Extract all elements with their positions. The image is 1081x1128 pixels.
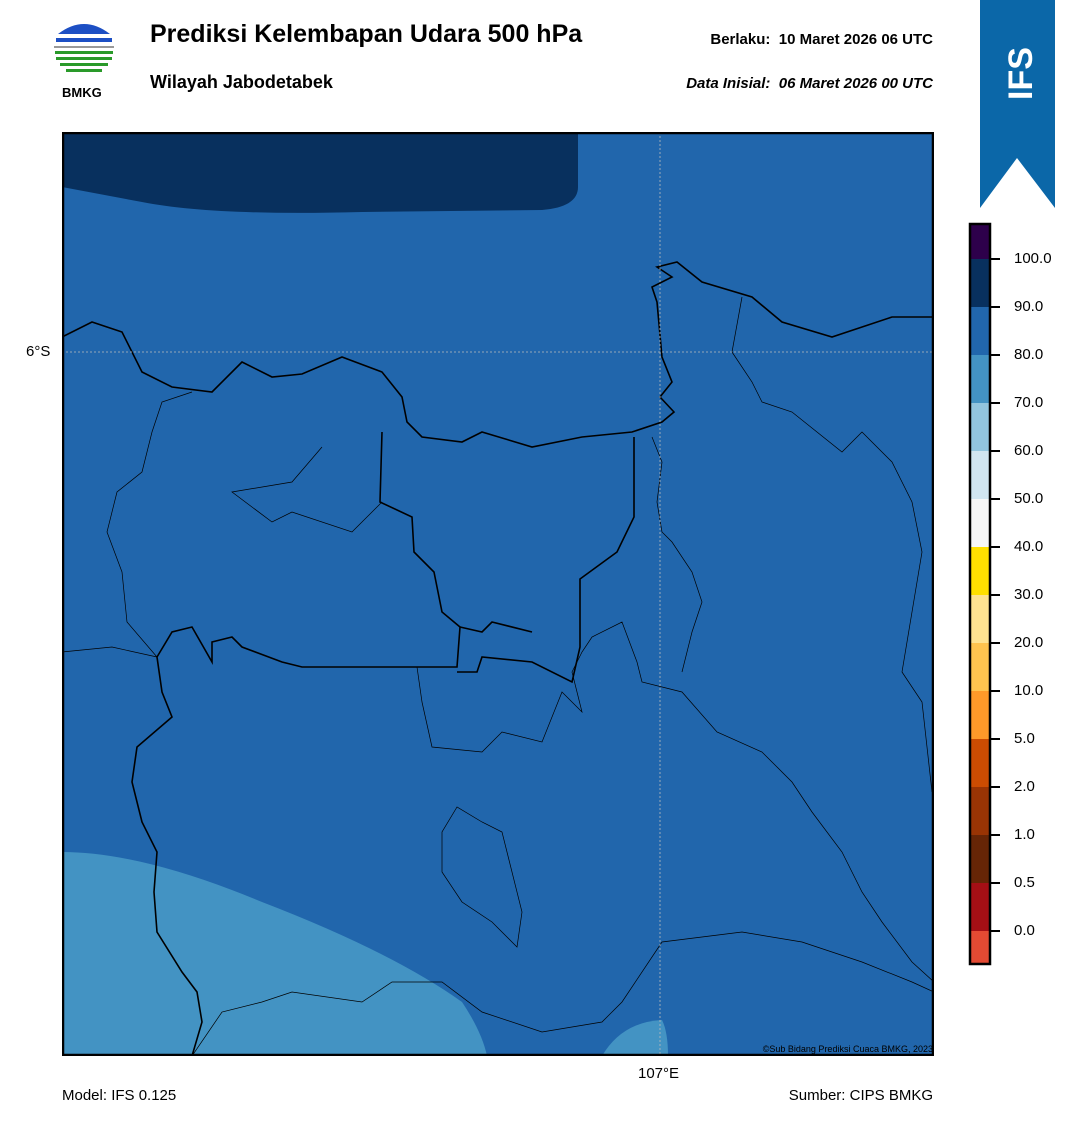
- admin-boundaries: [62, 296, 934, 1056]
- colorbar-bin: [970, 739, 990, 787]
- colorbar: [968, 222, 1000, 966]
- page-title: Prediksi Kelembapan Udara 500 hPa: [150, 20, 583, 48]
- init-time: Data Inisial: 06 Maret 2026 00 UTC: [686, 75, 933, 92]
- colorbar-bin: [970, 451, 990, 499]
- colorbar-bin: [970, 259, 990, 307]
- colorbar-tick-label: 40.0: [1014, 538, 1044, 555]
- map-plot: [62, 132, 934, 1056]
- init-value: 06 Maret 2026 00 UTC: [778, 75, 933, 92]
- colorbar-bin: [970, 355, 990, 403]
- copyright: ©Sub Bidang Prediksi Cuaca BMKG, 2023: [762, 1044, 933, 1054]
- source-label: Sumber: CIPS BMKG: [788, 1087, 933, 1104]
- map-frame: [62, 132, 934, 1056]
- region-subtitle: Wilayah Jabodetabek: [150, 72, 333, 92]
- colorbar-bin: [970, 224, 990, 259]
- colorbar-tick-label: 30.0: [1014, 586, 1044, 603]
- colorbar-tick-label: 0.5: [1014, 874, 1035, 891]
- colorbar-bin: [970, 643, 990, 691]
- bmkg-logo: [54, 20, 114, 80]
- humidity-70-80-field-2: [602, 1020, 668, 1056]
- logo-text: BMKG: [62, 85, 102, 100]
- colorbar-tick-label: 90.0: [1014, 298, 1044, 315]
- colorbar-bin: [970, 403, 990, 451]
- colorbar-tick-label: 2.0: [1014, 778, 1035, 795]
- colorbar-tick-label: 20.0: [1014, 634, 1044, 651]
- colorbar-tick-label: 50.0: [1014, 490, 1044, 507]
- colorbar-tick-label: 60.0: [1014, 442, 1044, 459]
- ifs-badge-text: IFS: [1002, 47, 1040, 100]
- colorbar-bin: [970, 547, 990, 595]
- valid-time: Berlaku: 10 Maret 2026 06 UTC: [710, 31, 933, 48]
- colorbar-tick-label: 0.0: [1014, 922, 1035, 939]
- init-label: Data Inisial:: [686, 75, 771, 92]
- colorbar-bin: [970, 835, 990, 883]
- colorbar-tick-label: 70.0: [1014, 394, 1044, 411]
- ifs-badge: IFS: [980, 0, 1055, 208]
- colorbar-bin: [970, 307, 990, 355]
- colorbar-tick-label: 100.0: [1014, 250, 1052, 267]
- colorbar-bin: [970, 499, 990, 547]
- model-label: Model: IFS 0.125: [62, 1087, 177, 1104]
- graticule: [62, 132, 934, 1056]
- lon-label: 107°E: [638, 1065, 680, 1082]
- colorbar-tick-label: 80.0: [1014, 346, 1044, 363]
- colorbar-bin: [970, 595, 990, 643]
- colorbar-bin: [970, 883, 990, 931]
- colorbar-tick-label: 1.0: [1014, 826, 1035, 843]
- colorbar-bin: [970, 787, 990, 835]
- colorbar-tick-label: 10.0: [1014, 682, 1044, 699]
- humidity-90-100-field: [62, 132, 578, 213]
- valid-label: Berlaku:: [710, 31, 771, 48]
- lat-label: 6°S: [26, 343, 51, 360]
- colorbar-bin: [970, 931, 990, 964]
- colorbar-tick-label: 5.0: [1014, 730, 1035, 747]
- humidity-70-80-field: [62, 852, 487, 1056]
- valid-value: 10 Maret 2026 06 UTC: [778, 31, 933, 48]
- colorbar-bin: [970, 691, 990, 739]
